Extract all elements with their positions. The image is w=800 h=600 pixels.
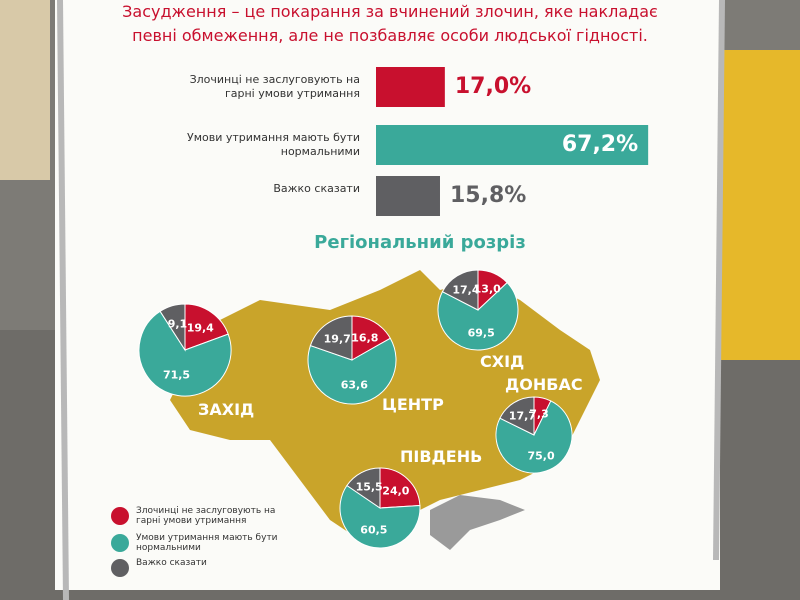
pie-label: 19,7 [323, 332, 351, 346]
region-name: СХІД [480, 352, 525, 371]
pie-label: 69,5 [467, 326, 495, 340]
pie-slice [339, 484, 421, 549]
pie-slice [351, 315, 391, 361]
bar-label: Злочинці не заслуговують на гарні умови … [189, 73, 360, 100]
pie-label: 16,8 [351, 331, 379, 345]
value-label: 67,2% [561, 132, 639, 157]
pie-label: 71,5 [162, 368, 191, 382]
bar [376, 176, 440, 216]
pie-label: 19,4 [186, 321, 214, 335]
value-label: 15,8% [449, 183, 527, 208]
bar-label: Умови утримання мають бути нормальними [187, 131, 360, 158]
legend-label: Злочинці не заслуговують на гарні умови … [136, 506, 276, 526]
pie-label: 7,3 [529, 407, 549, 421]
region-name: ПІВДЕНЬ [400, 447, 483, 466]
pie-slice [346, 467, 381, 509]
pie-label: 9,1 [167, 317, 188, 331]
subtitle: Регіональний розріз [314, 232, 526, 253]
pie-slice [307, 337, 397, 405]
pie-slice [495, 400, 573, 474]
legend-swatch [111, 507, 129, 525]
pole [57, 0, 69, 600]
pie-slice [309, 315, 353, 361]
pie-label: 75,0 [527, 449, 555, 463]
pole [713, 0, 725, 561]
title: Засудження – це покарання за вчинений зл… [122, 2, 658, 45]
legend-label: Важко сказати [136, 558, 207, 568]
pie-slice [184, 303, 229, 351]
value-label: 17,0% [454, 74, 532, 99]
pie-label: 63,6 [340, 378, 368, 392]
region-name: ЦЕНТР [382, 395, 444, 414]
region-name: ЗАХІД [198, 400, 255, 419]
pie-label: 13,0 [473, 282, 501, 296]
pie-slice [499, 396, 535, 436]
building [0, 0, 50, 180]
pie-label: 17,7 [508, 409, 536, 423]
pie-slice [159, 303, 186, 352]
pie-label: 15,5 [355, 480, 383, 494]
pie-slice [437, 281, 519, 351]
region-name: ДОНБАС [505, 375, 583, 394]
pie-label: 60,5 [360, 523, 388, 537]
pie-label: 24,0 [382, 484, 410, 498]
bar [376, 67, 445, 107]
bar [376, 125, 649, 165]
legend-label: Умови утримання мають бути нормальними [136, 533, 278, 553]
crimea [430, 495, 525, 550]
pie-slice [441, 269, 479, 311]
bar-label: Важко сказати [273, 182, 360, 195]
pie-slice [379, 467, 421, 509]
legend-swatch [111, 534, 129, 552]
pie-slice [138, 310, 232, 397]
legend-swatch [111, 559, 129, 577]
pie-label: 17,4 [452, 283, 480, 297]
